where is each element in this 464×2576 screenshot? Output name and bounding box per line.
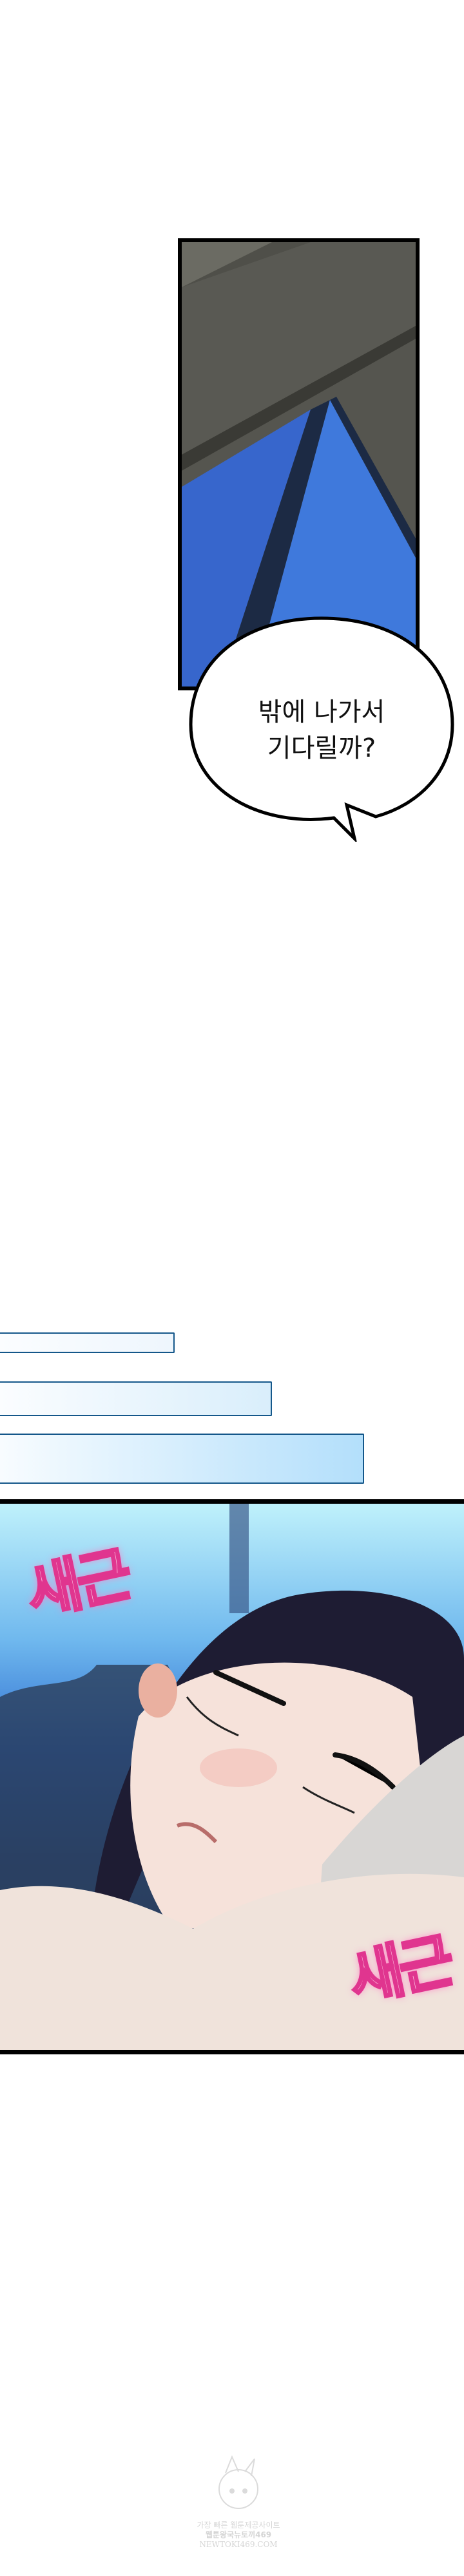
window-glass-left <box>182 410 311 687</box>
mascot-logo <box>218 2455 258 2509</box>
transition-strip <box>0 1381 272 1416</box>
watermark-line-2: 웹툰왕국뉴토끼469 <box>205 2530 272 2539</box>
ear <box>139 1663 177 1718</box>
watermark: 가장 빠른 웹툰제공사이트 웹툰왕국뉴토끼469 NEWTOKI469.COM <box>193 2454 284 2563</box>
sleeping-panel-art <box>0 1504 464 2050</box>
speech-line-1: 밖에 나가서 <box>258 697 385 727</box>
watermark-line-3: NEWTOKI469.COM <box>199 2540 278 2549</box>
transition-strip <box>0 1434 364 1484</box>
speech-line-2: 기다릴까? <box>267 734 376 763</box>
sleeping-panel: 새근 새근 <box>0 1499 464 2054</box>
window-panel <box>178 238 420 690</box>
transition-strip <box>0 1332 175 1353</box>
speech-bubble: 밖에 나가서 기다릴까? <box>186 612 458 842</box>
window-glass-right <box>253 400 416 687</box>
window-panel-art <box>182 242 416 687</box>
lips <box>176 1822 218 1844</box>
speech-bubble-shape <box>189 616 454 842</box>
watermark-line-1: 가장 빠른 웹툰제공사이트 <box>197 2521 280 2530</box>
